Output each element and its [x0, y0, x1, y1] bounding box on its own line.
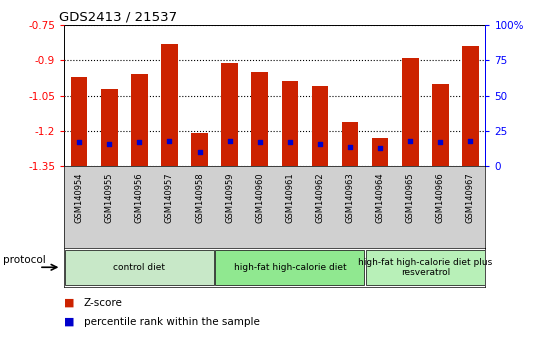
Bar [161, 44, 178, 166]
Text: GSM140956: GSM140956 [135, 172, 144, 223]
Point [75, 139, 84, 145]
Point [225, 138, 234, 144]
Text: ■: ■ [64, 317, 75, 327]
Bar [65, 250, 214, 285]
Bar [402, 58, 418, 166]
Text: GSM140954: GSM140954 [75, 172, 84, 223]
Bar [341, 121, 358, 166]
Point [376, 145, 384, 151]
Text: GSM140961: GSM140961 [285, 172, 295, 223]
Bar [365, 250, 485, 285]
Bar [372, 138, 388, 166]
Point [256, 139, 264, 145]
Text: protocol: protocol [3, 255, 46, 265]
Text: GSM140965: GSM140965 [406, 172, 415, 223]
Point [105, 141, 114, 147]
Point [436, 139, 445, 145]
Bar [282, 81, 298, 166]
Bar [222, 63, 238, 166]
Point [165, 138, 174, 144]
Bar [252, 72, 268, 166]
Text: Z-score: Z-score [84, 298, 123, 308]
Text: GSM140964: GSM140964 [376, 172, 384, 223]
Text: GSM140955: GSM140955 [105, 172, 114, 223]
Point [285, 139, 294, 145]
Bar [432, 84, 449, 166]
Point [345, 144, 354, 149]
Text: GSM140966: GSM140966 [436, 172, 445, 223]
Bar [71, 77, 88, 166]
Text: GSM140959: GSM140959 [225, 172, 234, 223]
Bar [312, 86, 328, 166]
Text: GSM140962: GSM140962 [315, 172, 324, 223]
Point [135, 139, 144, 145]
Point [315, 141, 324, 147]
Text: GSM140958: GSM140958 [195, 172, 204, 223]
Text: percentile rank within the sample: percentile rank within the sample [84, 317, 259, 327]
Point [406, 138, 415, 144]
Point [195, 149, 204, 155]
Text: high-fat high-calorie diet: high-fat high-calorie diet [234, 263, 346, 272]
Text: GSM140967: GSM140967 [466, 172, 475, 223]
Bar [462, 46, 479, 166]
Text: GSM140957: GSM140957 [165, 172, 174, 223]
Text: high-fat high-calorie diet plus
resveratrol: high-fat high-calorie diet plus resverat… [358, 258, 492, 277]
Text: GDS2413 / 21537: GDS2413 / 21537 [59, 11, 177, 24]
Text: ■: ■ [64, 298, 75, 308]
Text: GSM140963: GSM140963 [345, 172, 354, 223]
Text: GSM140960: GSM140960 [255, 172, 264, 223]
Point [466, 138, 475, 144]
Text: control diet: control diet [113, 263, 165, 272]
Bar [215, 250, 364, 285]
Bar [191, 133, 208, 166]
Bar [131, 74, 148, 166]
Bar [101, 88, 118, 166]
